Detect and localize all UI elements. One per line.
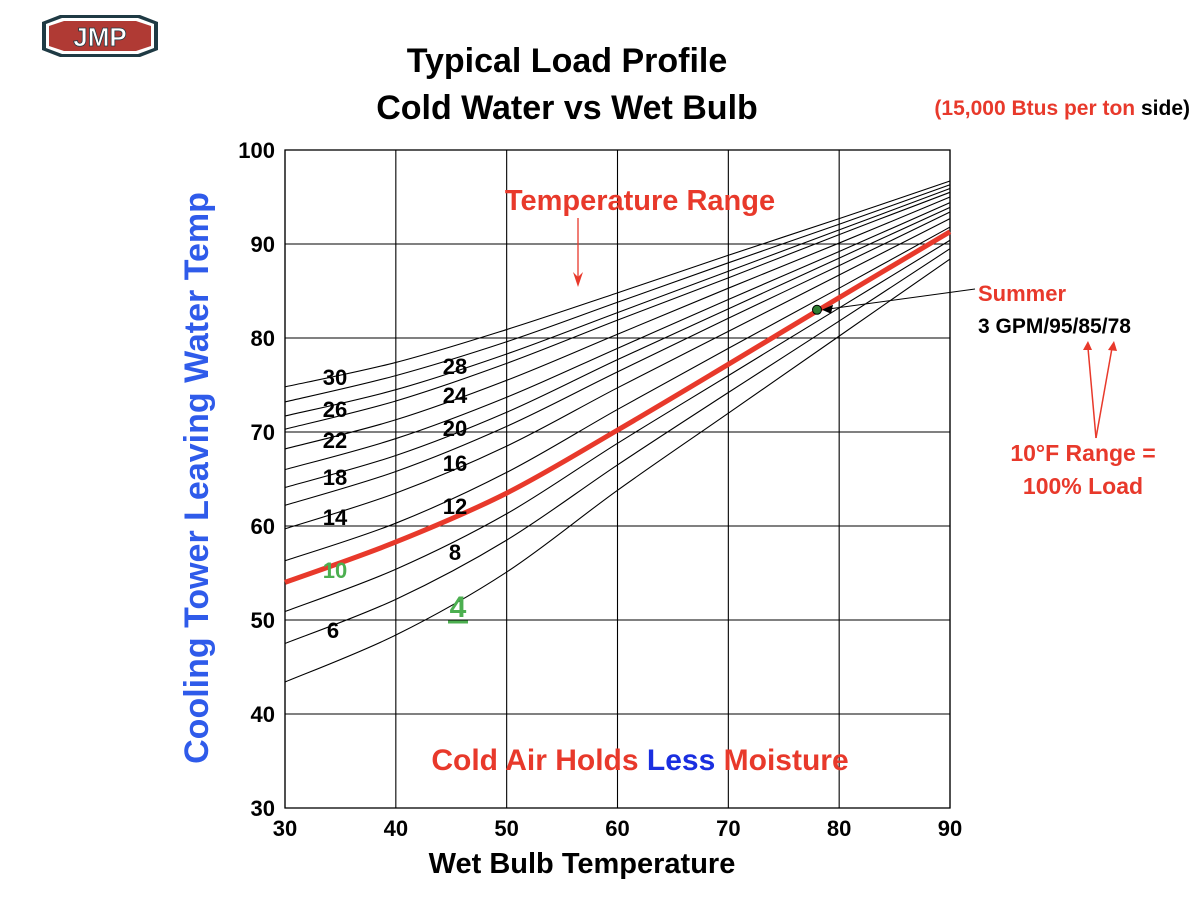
- y-tick-label: 30: [251, 796, 275, 821]
- curve-label-14: 14: [323, 505, 348, 530]
- logo-text: JMP: [73, 22, 126, 52]
- curve-range-16: [284, 211, 951, 506]
- subtitle-red: (15,000 Btus per ton: [934, 97, 1135, 120]
- summer-pointer-arrowhead: [822, 304, 833, 314]
- curve-range-24: [284, 191, 951, 430]
- curve-label-4: 4: [450, 591, 467, 624]
- grid: [284, 149, 951, 809]
- x-tick-label: 80: [827, 816, 851, 841]
- y-tick-label: 100: [238, 138, 275, 163]
- subtitle-black: side): [1135, 97, 1190, 120]
- curve-range-10: [284, 229, 952, 585]
- x-tick-label: 60: [605, 816, 629, 841]
- curve-label-22: 22: [323, 428, 347, 453]
- x-tick-label: 90: [938, 816, 962, 841]
- y-tick-label: 40: [251, 702, 275, 727]
- x-axis-label: Wet Bulb Temperature: [429, 848, 736, 880]
- summer-point: [812, 304, 822, 315]
- chart-title-line1: Typical Load Profile: [407, 42, 728, 80]
- curve-range-18: [284, 206, 951, 488]
- curve-range-4: [284, 258, 951, 683]
- x-tick-label: 40: [384, 816, 408, 841]
- moisture-note: Cold Air Holds Less Moisture: [431, 744, 848, 777]
- curve-label-28: 28: [443, 354, 467, 379]
- moisture-part1: Cold Air Holds: [431, 744, 647, 777]
- curve-label-6: 6: [327, 618, 339, 643]
- curve-range-30: [284, 180, 951, 388]
- range-arrows: [1083, 341, 1117, 439]
- x-tick-label: 50: [494, 816, 518, 841]
- y-tick-label: 70: [251, 420, 275, 445]
- curve-label-8: 8: [449, 540, 461, 565]
- curve-label-26: 26: [323, 397, 347, 422]
- summer-label: Summer: [978, 281, 1066, 306]
- curves: [284, 180, 952, 683]
- summer-condition: 3 GPM/95/85/78: [978, 315, 1131, 338]
- curve-label-10: 10: [323, 558, 347, 583]
- curve-range-22: [284, 196, 951, 450]
- chart-title-line2: Cold Water vs Wet Bulb: [376, 89, 758, 127]
- curve-range-20: [284, 202, 951, 471]
- curve-range-28: [284, 184, 951, 403]
- y-tick-label: 80: [251, 326, 275, 351]
- curve-range-12: [284, 226, 951, 562]
- curve-range-6: [284, 248, 951, 645]
- y-tick-label: 60: [251, 514, 275, 539]
- y-tick-label: 50: [251, 608, 275, 633]
- curve-label-18: 18: [323, 465, 347, 490]
- curve-label-30: 30: [323, 365, 347, 390]
- curve-label-12: 12: [443, 494, 467, 519]
- x-tick-label: 70: [716, 816, 740, 841]
- curve-labels: 30 28 26 24 22 20 18 16 14 12 10 8 6 4: [323, 354, 468, 643]
- summer-pointer-line: [822, 288, 976, 311]
- curve-label-20: 20: [443, 416, 467, 441]
- temperature-range-label: Temperature Range: [505, 185, 775, 217]
- temperature-range-arrow: [573, 218, 583, 287]
- curve-range-14: [284, 218, 951, 530]
- y-tick-labels: 30 40 50 60 70 80 90 100: [238, 138, 275, 821]
- x-tick-label: 30: [273, 816, 297, 841]
- range-note-1: 10°F Range =: [1010, 440, 1155, 466]
- curve-range-26: [284, 188, 951, 417]
- moisture-less: Less: [647, 744, 715, 777]
- jmp-logo: JMP: [42, 15, 158, 57]
- x-tick-labels: 30 40 50 60 70 80 90: [273, 816, 962, 841]
- curve-label-24: 24: [443, 383, 468, 408]
- y-axis-label: Cooling Tower Leaving Water Temp: [178, 192, 216, 764]
- curve-label-16: 16: [443, 451, 467, 476]
- y-tick-label: 90: [251, 232, 275, 257]
- moisture-part3: Moisture: [715, 744, 848, 777]
- summer-marker: [812, 288, 976, 315]
- chart-subtitle: (15,000 Btus per ton side): [934, 97, 1190, 120]
- range-note-2: 100% Load: [1023, 473, 1143, 499]
